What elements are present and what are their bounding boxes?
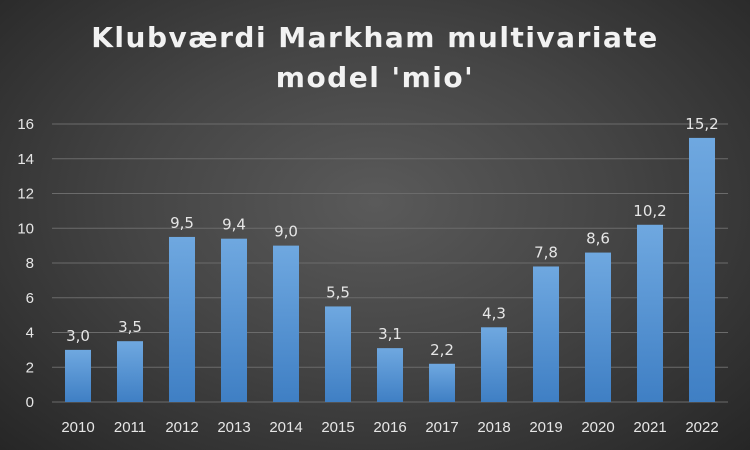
data-label: 5,5 <box>326 283 350 301</box>
y-axis: 0 2 4 6 8 10 12 14 16 <box>17 116 34 411</box>
bar-2012 <box>169 236 195 402</box>
y-tick-label: 14 <box>17 151 34 168</box>
chart-title: Klubværdi Markham multivariate model 'mi… <box>0 18 750 98</box>
bar-2021 <box>637 224 663 402</box>
bar-2017 <box>429 363 455 402</box>
bar-2020 <box>585 252 611 402</box>
y-tick-label: 6 <box>26 290 34 307</box>
y-tick-label: 12 <box>17 186 34 203</box>
bar-2015 <box>325 306 351 402</box>
y-tick-label: 4 <box>26 325 34 342</box>
bar-2013 <box>221 238 247 402</box>
chart-title-line-2: model 'mio' <box>275 61 475 94</box>
x-tick-label: 2015 <box>321 419 354 436</box>
data-label: 7,8 <box>534 243 558 261</box>
data-label: 15,2 <box>685 115 718 133</box>
y-tick-label: 10 <box>17 220 34 237</box>
x-tick-label: 2011 <box>114 419 146 436</box>
bar-2014 <box>273 245 299 402</box>
x-tick-label: 2019 <box>529 419 562 436</box>
chart-title-line-1: Klubværdi Markham multivariate <box>91 21 659 54</box>
x-tick-label: 2017 <box>425 419 458 436</box>
x-axis: 2010 2011 2012 2013 2014 2015 2016 2017 2018 2019… <box>61 419 718 436</box>
data-label: 3,5 <box>118 318 142 336</box>
data-label: 3,1 <box>378 325 402 343</box>
data-label: 9,4 <box>222 216 246 234</box>
x-tick-label: 2018 <box>477 419 510 436</box>
bar-2018 <box>481 327 507 402</box>
x-tick-label: 2010 <box>61 419 94 436</box>
x-tick-label: 2021 <box>633 419 666 436</box>
data-label: 9,5 <box>170 214 194 232</box>
y-tick-label: 2 <box>26 359 34 376</box>
bar-2022 <box>689 137 715 402</box>
x-tick-label: 2013 <box>217 419 250 436</box>
bar-2016 <box>377 348 403 402</box>
data-labels: 3,0 3,5 9,5 9,4 9,0 5,5 3,1 2,2 4,3 7,8 8,6 10,2 15,… <box>66 115 719 359</box>
y-tick-label: 8 <box>26 255 34 272</box>
gridlines <box>52 123 728 403</box>
data-label: 8,6 <box>586 230 610 248</box>
data-label: 10,2 <box>633 202 666 220</box>
x-tick-label: 2020 <box>581 419 614 436</box>
x-tick-label: 2016 <box>373 419 406 436</box>
x-tick-label: 2014 <box>269 419 302 436</box>
bar-2019 <box>533 266 559 402</box>
bar-2010 <box>65 349 91 402</box>
x-tick-label: 2022 <box>685 419 718 436</box>
data-label: 9,0 <box>274 223 298 241</box>
y-tick-label: 16 <box>17 116 34 133</box>
data-label: 3,0 <box>66 327 90 345</box>
bars <box>65 137 715 402</box>
data-label: 4,3 <box>482 304 506 322</box>
x-tick-label: 2012 <box>165 419 198 436</box>
data-label: 2,2 <box>430 341 454 359</box>
y-tick-label: 0 <box>26 394 34 411</box>
bar-2011 <box>117 341 143 402</box>
